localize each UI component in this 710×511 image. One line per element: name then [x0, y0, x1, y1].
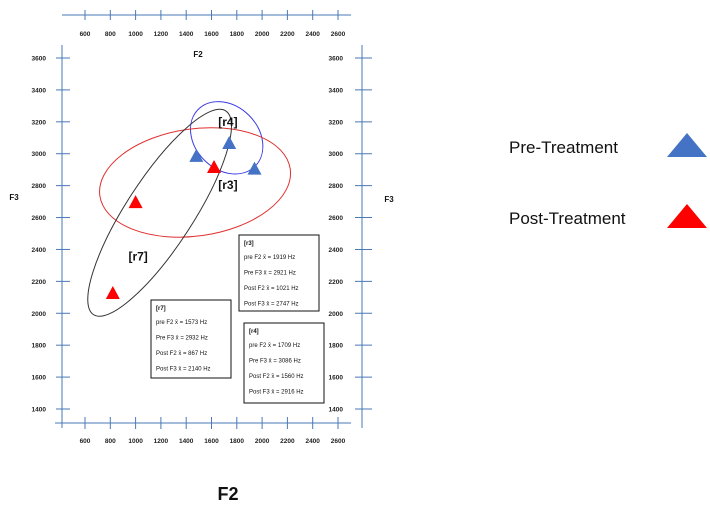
stat-box-line: Post F2 x̄ = 867 Hz	[156, 351, 207, 357]
x-tick-bottom-label: 1600	[204, 438, 219, 445]
stat-box-line: Post F3 x̄ = 2140 Hz	[156, 367, 211, 373]
x-tick-top-label: 2200	[280, 31, 295, 38]
x-tick-top-label: 2000	[255, 31, 270, 38]
x-tick-top-label: 1200	[154, 31, 169, 38]
ellipse-r7	[87, 108, 232, 317]
stat-box-title: [r4]	[249, 329, 259, 335]
y-tick-left-label: 1800	[32, 343, 47, 350]
legend-label: Pre-Treatment	[509, 138, 618, 157]
y-tick-right-label: 3200	[329, 119, 344, 126]
stat-box-r7	[150, 299, 232, 379]
stat-box-r4	[243, 322, 325, 404]
x-tick-top-label: 1400	[179, 31, 194, 38]
y-tick-right-label: 1600	[329, 375, 344, 382]
y-tick-left-label: 1600	[32, 375, 47, 382]
pre-treatment-point	[189, 148, 204, 162]
y-tick-right-label: 1400	[329, 407, 344, 414]
y-tick-right-label: 3000	[329, 151, 344, 158]
y-tick-left-label: 3000	[32, 151, 47, 158]
axes-group: 600 800 1000 1200 1400 1600 1800 2000 2200 2400 26…	[32, 10, 372, 445]
legend-marker	[667, 204, 707, 228]
y-tick-right-label: 2800	[329, 183, 344, 190]
legend-label: Post-Treatment	[509, 209, 626, 228]
y-tick-right-label: 2000	[329, 311, 344, 318]
points-group	[105, 136, 262, 300]
ellipse-label: [r7]	[128, 250, 147, 264]
stat-box-line: Pre F3 x̄ = 2932 Hz	[156, 336, 208, 342]
y-tick-right-label: 2600	[329, 215, 344, 222]
stat-box-line: Pre F3 x̄ = 2921 Hz	[244, 271, 296, 277]
x-tick-bottom-label: 2600	[331, 438, 346, 445]
y-tick-left-label: 2400	[32, 247, 47, 254]
y-tick-right-label: 2200	[329, 279, 344, 286]
stat-box-line: pre F2 x̄ = 1709 Hz	[249, 343, 300, 349]
stat-box-line: pre F2 x̄ = 1573 Hz	[156, 320, 207, 326]
stat-box-r3	[238, 234, 320, 312]
x-tick-top-label: 600	[80, 31, 91, 38]
y-tick-left-label: 2600	[32, 215, 47, 222]
stat-box-title: [r7]	[156, 306, 166, 312]
x-tick-top-label: 1000	[128, 31, 143, 38]
post-treatment-point	[105, 286, 120, 300]
x-tick-bottom-label: 1800	[230, 438, 245, 445]
ellipse-label: [r4]	[218, 115, 237, 129]
stat-boxes-group: [r3] pre F2 x̄ = 1919 Hz Pre F3 x̄ = 2921 …	[150, 234, 325, 404]
stat-box-line: Post F2 x̄ = 1021 Hz	[244, 286, 299, 292]
y-axis-title-left: F3	[9, 193, 19, 202]
pre-treatment-point	[247, 161, 262, 175]
x-tick-bottom-label: 600	[80, 438, 91, 445]
stat-box-line: Post F3 x̄ = 2747 Hz	[244, 302, 299, 308]
x-tick-bottom-label: 1000	[128, 438, 143, 445]
post-treatment-point	[128, 195, 143, 209]
stat-box-title: [r3]	[244, 241, 254, 247]
stat-box-line: Post F3 x̄ = 2916 Hz	[249, 390, 304, 396]
x-tick-top-label: 2600	[331, 31, 346, 38]
y-axis-title-right: F3	[384, 195, 394, 204]
stat-box-line: Post F2 x̄ = 1560 Hz	[249, 374, 304, 380]
ellipse-r3	[99, 127, 292, 238]
y-tick-left-label: 3600	[32, 56, 47, 63]
y-tick-left-label: 2200	[32, 279, 47, 286]
x-axis-title-top: F2	[193, 50, 203, 59]
x-tick-bottom-label: 2400	[305, 438, 320, 445]
ellipses-group	[87, 101, 292, 317]
y-tick-left-label: 3200	[32, 119, 47, 126]
y-tick-left-label: 2800	[32, 183, 47, 190]
post-treatment-point	[207, 159, 222, 173]
y-tick-left-label: 1400	[32, 407, 47, 414]
x-tick-top-label: 1600	[204, 31, 219, 38]
x-tick-bottom-label: 800	[105, 438, 116, 445]
ellipse-labels-group: [r4] [r3] [r7]	[128, 115, 237, 264]
x-axis-title-bottom: F2	[217, 484, 238, 504]
y-tick-right-label: 3400	[329, 87, 344, 94]
y-tick-left-label: 2000	[32, 311, 47, 318]
y-tick-right-label: 2400	[329, 247, 344, 254]
x-tick-bottom-label: 1400	[179, 438, 194, 445]
x-tick-top-label: 2400	[305, 31, 320, 38]
x-tick-bottom-label: 2200	[280, 438, 295, 445]
pre-treatment-point	[222, 136, 237, 150]
legend-group: Pre-Treatment Post-Treatment	[509, 133, 707, 228]
ellipse-label: [r3]	[218, 178, 237, 192]
x-tick-top-label: 800	[105, 31, 116, 38]
y-tick-left-label: 3400	[32, 87, 47, 94]
x-tick-top-label: 1800	[230, 31, 245, 38]
y-tick-right-label: 3600	[329, 56, 344, 63]
legend-marker	[667, 133, 707, 157]
x-tick-bottom-label: 2000	[255, 438, 270, 445]
stat-box-line: pre F2 x̄ = 1919 Hz	[244, 255, 295, 261]
stat-box-line: Pre F3 x̄ = 3086 Hz	[249, 359, 301, 365]
x-tick-bottom-label: 1200	[154, 438, 169, 445]
y-tick-right-label: 1800	[329, 343, 344, 350]
